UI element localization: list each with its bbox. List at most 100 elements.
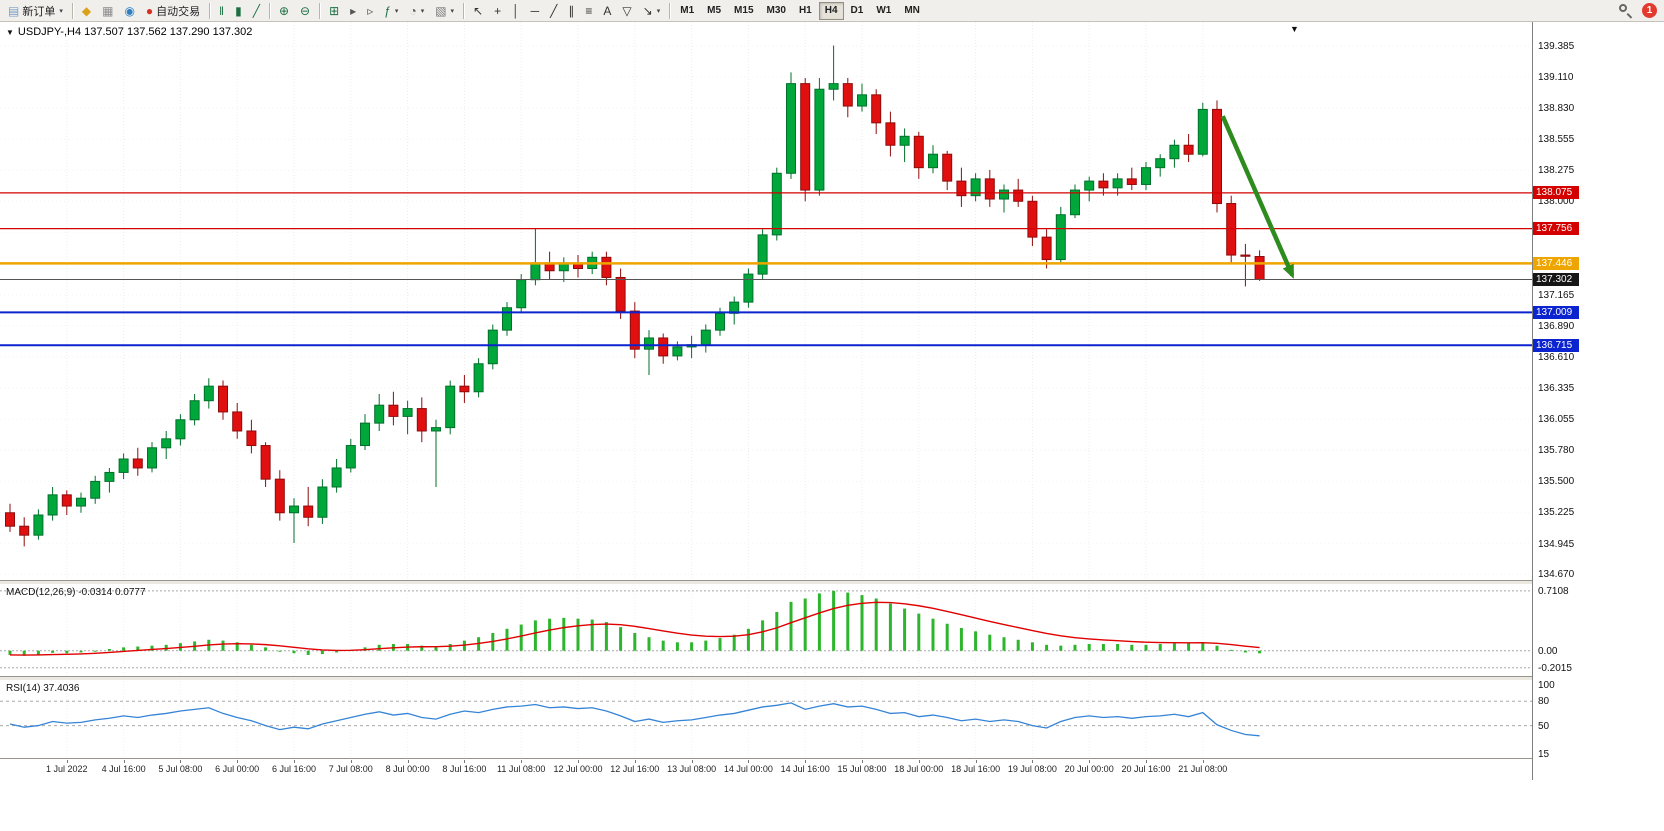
community-icon[interactable]: ◉ [119,2,139,20]
macd-label: MACD(12,26,9) -0.0314 0.0777 [6,587,146,598]
macd-signal-line [9,601,1260,656]
panel-separator[interactable] [0,580,1664,585]
timeframe-h4[interactable]: H4 [818,1,844,20]
time-tick [180,760,182,763]
fibonacci-icon: ≡ [585,3,593,18]
price-tick-label: 139.110 [1538,71,1574,83]
price-axis[interactable]: 139.385 139.110 138.830 138.555 138.275 138.0… [1532,22,1664,780]
zoom-out-icon: ⊖ [300,3,311,18]
chart-shift-icon: ▹ [367,3,374,18]
toolbar-separator [463,2,465,19]
time-tick [237,760,239,763]
templates-icon[interactable]: ▧ ▾ [430,2,459,20]
zoom-out-icon[interactable]: ⊖ [295,2,315,20]
time-tick [862,760,863,763]
timeframe-m15[interactable]: M15 [728,2,759,20]
bars-mode-icon[interactable]: ‖ [214,2,229,20]
candles-mode-icon[interactable]: ▮ [230,2,247,20]
timeframe-m30[interactable]: M30 [761,2,792,20]
tile-windows-icon[interactable]: ⊞ [324,2,344,20]
trendline-icon[interactable]: ╱ [545,2,562,20]
new-order-button-label: 新订单 [22,5,56,18]
vertical-line-icon[interactable]: │ [507,2,525,20]
chart-shift-marker[interactable]: ▼ [1290,24,1299,34]
channel-icon[interactable]: ∥ [563,2,579,20]
time-label: 6 Jul 16:00 [271,764,317,774]
templates-icon: ▧ [435,3,447,18]
trend-arrow[interactable] [1220,115,1295,279]
text-icon[interactable]: A [598,2,616,20]
timeframe-m5-label: M5 [707,5,722,16]
timeframe-m1-label: M1 [680,5,695,16]
magnifier-lens [1619,4,1627,12]
timeframe-h1[interactable]: H1 [793,2,818,20]
timeframe-m1[interactable]: M1 [674,2,700,20]
macd-panel[interactable] [0,585,1532,676]
new-order-button[interactable]: ▤ 新订单 ▾ [3,2,68,20]
print-preview-icon[interactable]: ▦ [97,2,118,20]
chart-title-text: USDJPY-,H4 137.507 137.562 137.290 137.3… [17,26,253,38]
time-tick [1032,760,1034,763]
price-tick-label: 139.385 [1538,41,1575,53]
time-label: 6 Jul 00:00 [215,764,260,774]
search-icon[interactable] [1618,3,1633,19]
time-tick [464,760,466,763]
price-tick-label: 138.555 [1538,134,1575,146]
shapes-icon[interactable]: ↘ ▾ [638,2,666,20]
timeframe-m5[interactable]: M5 [701,2,727,20]
text-icon: A [603,3,612,18]
crosshair-icon[interactable]: + [489,2,506,20]
time-tick [294,760,295,763]
chart-ohlc-title: ▼ USDJPY-,H4 137.507 137.562 137.290 137.… [6,26,252,38]
line-mode-icon[interactable]: ╱ [248,2,265,20]
notification-badge[interactable]: 1 [1642,3,1657,18]
price-tick-label: 136.610 [1538,352,1575,364]
time-axis[interactable]: 1 Jul 2022 4 Jul 16:00 5 Jul 08:00 6 Jul 00… [0,760,1532,780]
magnifier-handle [1626,13,1633,19]
auto-scroll-icon[interactable]: ▸ [345,2,361,20]
time-label: 8 Jul 00:00 [385,764,430,774]
price-chart[interactable] [0,22,1532,580]
autotrade-button-label: 自动交易 [156,5,201,18]
time-tick [350,760,352,763]
crosshair-icon: + [494,3,502,18]
time-label: 18 Jul 00:00 [894,764,944,774]
time-label: 21 Jul 08:00 [1178,764,1228,774]
resistance-line-137756-badge: 137.756 [1533,222,1579,236]
chart-shift-icon[interactable]: ▹ [362,2,378,20]
cursor-icon[interactable]: ↖ [468,2,488,20]
toolbar-separator [319,2,321,19]
timeframe-d1[interactable]: D1 [845,2,870,20]
time-label: 5 Jul 08:00 [158,764,203,774]
community-icon: ◉ [124,3,135,18]
collapse-icon: ▼ [6,28,14,37]
support-line-137009-badge: 137.009 [1533,305,1579,319]
zoom-in-icon[interactable]: ⊕ [274,2,294,20]
timeframe-w1[interactable]: W1 [870,2,897,20]
time-label: 12 Jul 16:00 [610,764,660,774]
price-tick-label: 136.890 [1538,320,1575,332]
chevron-down-icon: ▾ [59,7,63,15]
timeframe-m30-label: M30 [766,5,786,16]
price-tick-label: 136.055 [1538,414,1575,426]
fibonacci-icon[interactable]: ≡ [580,2,597,20]
mql5-market-icon[interactable]: ◆ [77,2,96,20]
periods-icon[interactable]: ◔ ▾ [404,2,429,20]
time-tick [578,760,579,763]
price-tick-label: 138.000 [1538,196,1575,208]
price-tick-label: 135.225 [1538,507,1575,519]
price-tick-label: 138.275 [1538,165,1575,177]
label-icon[interactable]: ▽ [617,2,636,20]
rsi-axis-label: 15 [1538,748,1550,760]
indicators-icon[interactable]: ƒ ▾ [379,2,403,20]
rsi-panel[interactable] [0,681,1532,758]
panel-separator[interactable] [0,676,1664,681]
timeframe-mn[interactable]: MN [898,2,926,20]
mql5-market-icon: ◆ [81,3,92,18]
time-axis-separator [0,758,1664,760]
horizontal-line-icon[interactable]: ─ [526,2,545,20]
horizontal-line-icon: ─ [530,3,540,18]
timeframe-h1-label: H1 [798,5,812,16]
autotrade-button[interactable]: ● 自动交易 [141,2,205,20]
resistance-line-138075-badge: 138.075 [1533,186,1579,200]
